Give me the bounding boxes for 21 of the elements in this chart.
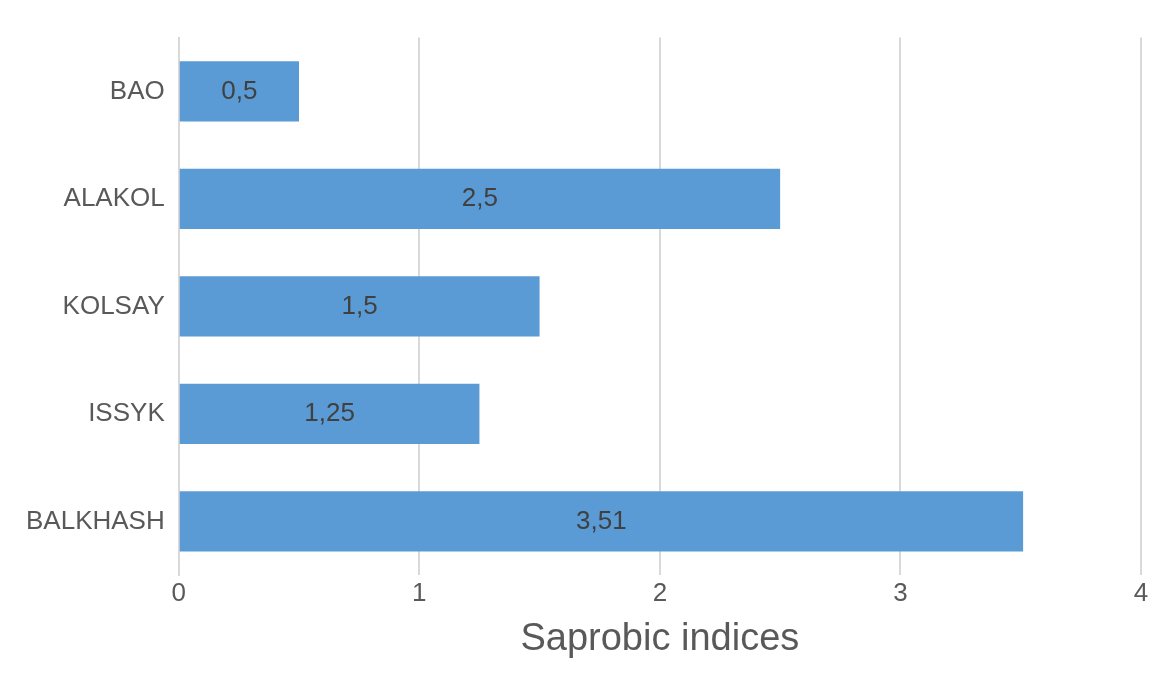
y-tick-label: ALAKOL [63, 182, 165, 213]
bar [179, 276, 540, 337]
y-tick-label: BAO [109, 74, 165, 105]
data-label: 1,5 [341, 289, 378, 320]
x-tick-label: 2 [652, 576, 668, 607]
x-tick-label: 1 [412, 576, 427, 607]
data-label: 3,51 [576, 504, 627, 535]
y-tick-label: ISSYK [88, 397, 166, 428]
x-axis-title: Saprobic indices [520, 615, 800, 658]
bar [179, 491, 1024, 552]
bar [179, 168, 781, 229]
x-tick-label: 4 [1133, 576, 1149, 607]
y-tick-label: BALKHASH [25, 504, 165, 535]
data-label: 0,5 [221, 74, 258, 105]
data-label: 1,25 [304, 397, 355, 428]
y-tick-label: KOLSAY [62, 289, 165, 320]
x-tick-label: 3 [893, 576, 908, 607]
x-tick-label: 0 [171, 576, 186, 607]
bar [179, 61, 300, 122]
data-label: 2,5 [461, 182, 499, 213]
bar [179, 383, 480, 445]
